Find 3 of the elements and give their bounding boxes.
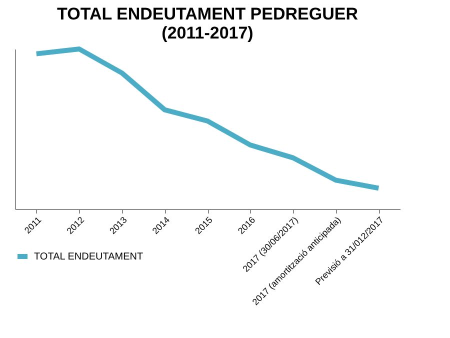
text: (2011-2017) bbox=[162, 24, 254, 42]
text: TOTAL ENDEUTAMENT PEDREGUER bbox=[57, 4, 358, 24]
legend-label: TOTAL ENDEUTAMENT bbox=[34, 252, 144, 262]
